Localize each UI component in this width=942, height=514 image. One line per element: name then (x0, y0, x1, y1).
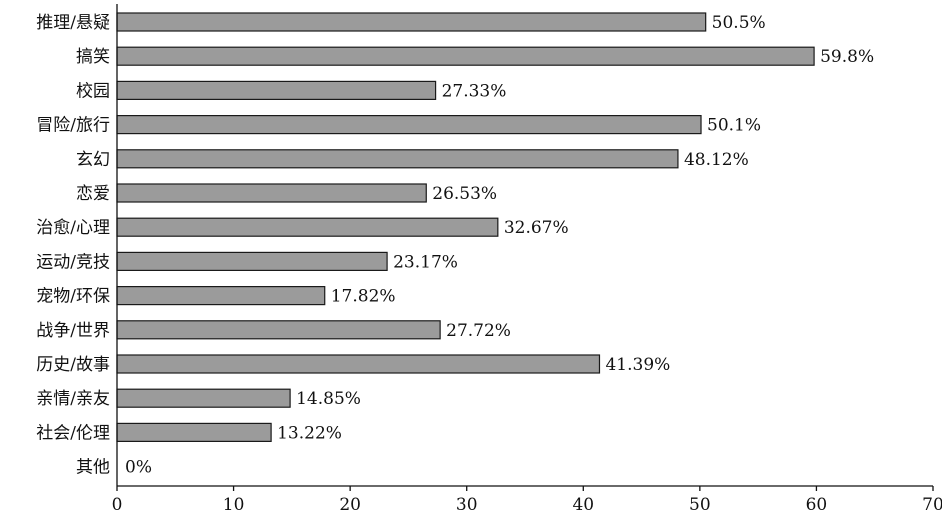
x-tick-label: 30 (456, 495, 478, 514)
bar (116, 354, 601, 374)
labels-layer: 推理/悬疑 50.5% 搞笑 59.8% 校园 27.33% 冒险/旅行 50.1% 玄幻 48.… (36, 13, 874, 478)
bars-layer (116, 12, 815, 442)
bar (116, 251, 388, 271)
bar (116, 286, 326, 306)
data-label: 50.5% (712, 13, 766, 33)
bar (116, 183, 427, 203)
data-label: 27.33% (442, 81, 507, 101)
data-label: 48.12% (684, 150, 749, 170)
bar (116, 46, 815, 66)
bar (116, 422, 272, 442)
x-tick-label: 0 (112, 495, 123, 514)
data-label: 50.1% (707, 116, 761, 136)
bar (116, 12, 707, 32)
category-label: 玄幻 (76, 150, 110, 170)
data-label: 17.82% (331, 287, 396, 307)
x-tick-label: 50 (689, 495, 711, 514)
category-label: 推理/悬疑 (36, 13, 110, 33)
bar (116, 217, 499, 237)
x-tick-label: 70 (922, 495, 942, 514)
data-label: 32.67% (504, 218, 569, 238)
data-label: 27.72% (446, 321, 511, 341)
data-label: 26.53% (432, 184, 497, 204)
x-tick-label: 60 (806, 495, 828, 514)
bar (116, 80, 437, 101)
bar (116, 149, 679, 169)
x-tick-label: 10 (223, 495, 245, 514)
data-label: 13.22% (277, 423, 342, 443)
category-label: 治愈/心理 (36, 218, 110, 238)
x-tick-label: 40 (572, 495, 594, 514)
category-label: 校园 (76, 81, 110, 101)
x-axis: 0 10 20 30 40 50 60 70 (112, 4, 942, 514)
data-label: 0% (125, 458, 152, 478)
category-label: 社会/伦理 (36, 423, 110, 443)
category-label: 冒险/旅行 (36, 116, 110, 136)
bar (116, 114, 702, 135)
data-label: 59.8% (820, 47, 874, 67)
category-label: 恋爱 (76, 183, 110, 204)
x-tick-label: 20 (339, 495, 361, 514)
category-label: 历史/故事 (36, 355, 110, 375)
category-label: 亲情/亲友 (36, 389, 110, 409)
bar (116, 320, 441, 340)
category-label: 战争/世界 (36, 321, 110, 341)
data-label: 23.17% (393, 252, 458, 272)
category-label: 运动/竞技 (36, 252, 110, 272)
bar (116, 388, 291, 408)
data-label: 41.39% (605, 355, 670, 375)
category-label: 搞笑 (76, 47, 110, 67)
data-label: 14.85% (296, 389, 361, 409)
category-label: 其他 (76, 458, 110, 478)
category-label: 宠物/环保 (36, 287, 110, 307)
